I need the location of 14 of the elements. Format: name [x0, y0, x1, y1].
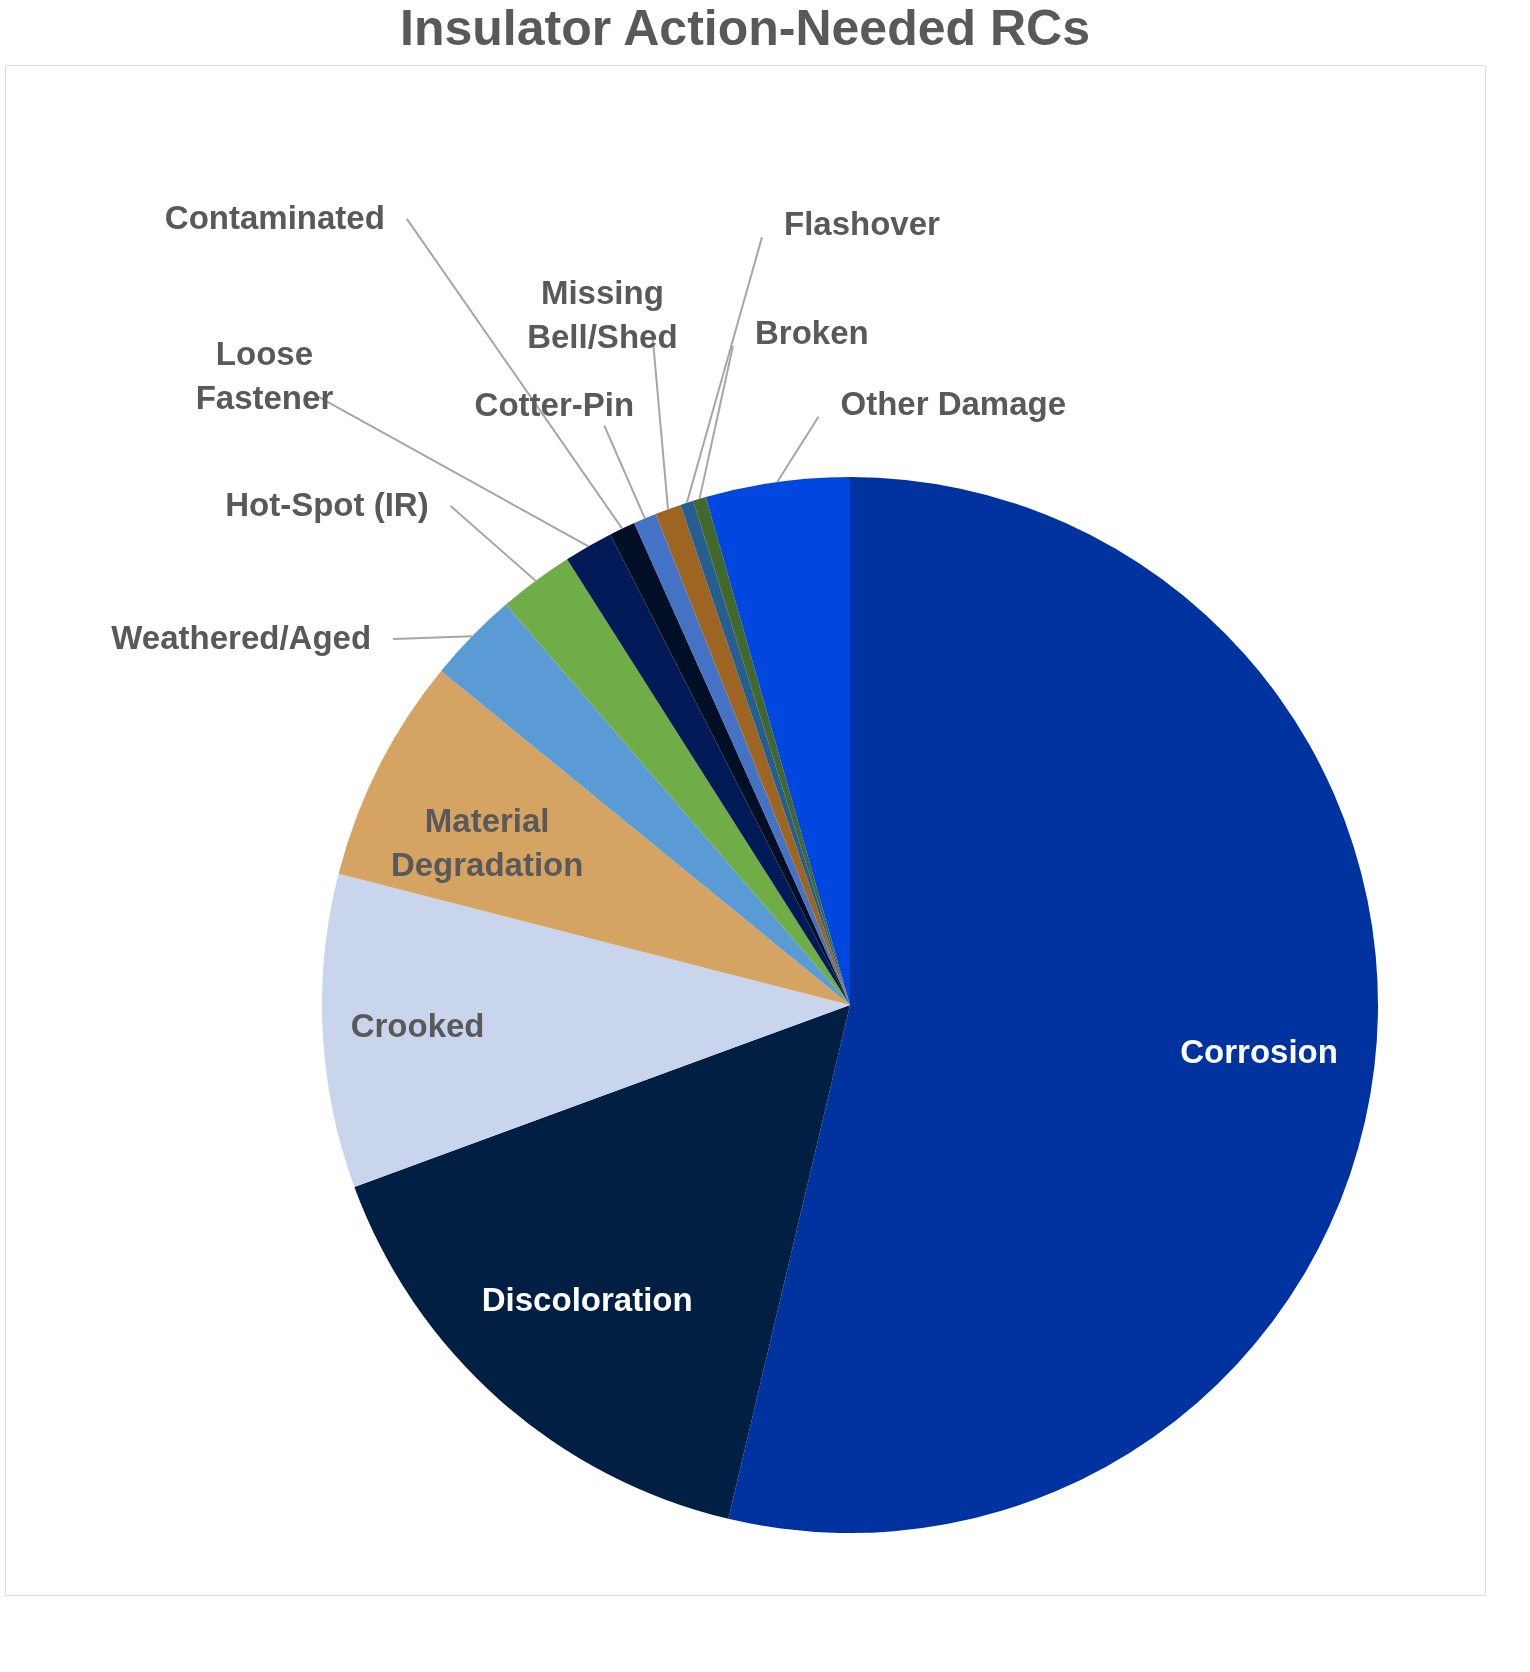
slice-label: Broken	[754, 313, 869, 351]
slice-label: Cotter-Pin	[474, 385, 635, 423]
slice-label: Hot-Spot (IR)	[225, 486, 429, 524]
slice-label: Missing Bell/Shed	[527, 273, 678, 355]
slice-label: Weathered/Aged	[111, 619, 372, 657]
slice-label: Loose Fastener	[195, 334, 334, 416]
slice-label: Crooked	[350, 1006, 485, 1044]
chart-title: Insulator Action-Needed RCs	[400, 0, 1090, 56]
slice-label: Contaminated	[164, 198, 385, 236]
slice-label: Flashover	[784, 205, 941, 243]
slice-label: Material Degradation	[390, 801, 584, 883]
slice-label: Corrosion	[1180, 1032, 1338, 1070]
slice-label: Other Damage	[840, 384, 1067, 422]
slice-label: Discoloration	[481, 1281, 693, 1319]
